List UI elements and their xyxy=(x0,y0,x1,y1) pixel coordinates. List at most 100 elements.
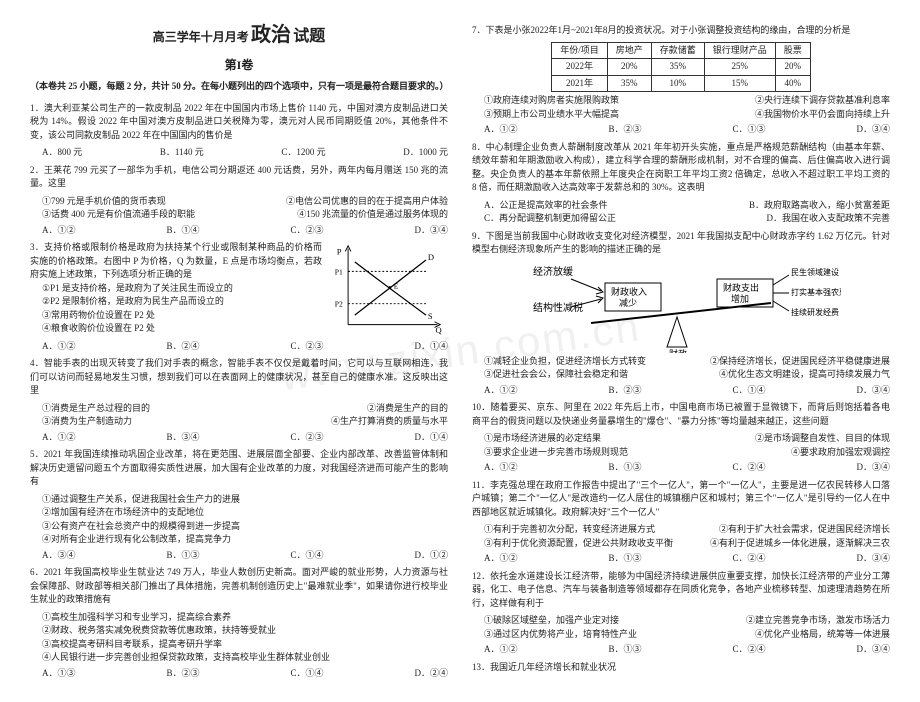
chart-p-label: P xyxy=(337,246,342,256)
q2-options: A．①② B．①④ C．②③ D．③④ xyxy=(42,224,448,238)
q9-stem: 9．下图是当前我国中心财政收支变化对经济模型，2021 年我国拟支配中心财政赤字… xyxy=(472,230,890,257)
q11-options: A．①② B．①③ C．②④ D．③④ xyxy=(484,552,890,566)
q3-opt-d: D．①④ xyxy=(414,340,448,354)
q1-opt-b: B．1140 元 xyxy=(160,146,204,160)
q10-options: A．①② B．①③ C．②④ D．③④ xyxy=(484,461,890,475)
diag-lt: 经济放缓 xyxy=(533,265,573,278)
q2-s1: ①799 元是手机价值的货币表现 xyxy=(42,195,166,209)
q12-options: A．①② B．①③ C．②④ D．③④ xyxy=(484,643,890,657)
q11-opt-c: C．②④ xyxy=(732,552,765,566)
diag-left-box1: 财政收入 xyxy=(611,286,647,297)
q2-s2: ②电信公司优惠的目的在于提高用户体验 xyxy=(286,195,448,209)
q2-s3: ③话费 400 元是有价值流通手段的职能 xyxy=(42,208,195,222)
q1-opt-c: C．1200 元 xyxy=(281,146,325,160)
q9-opt-d: D．③④ xyxy=(856,384,890,398)
q2-opt-c: C．②③ xyxy=(290,224,323,238)
q7-stem: 7．下表是小张2022年1月~2021年8月的投资状况。对于小张调整投资结构的缘… xyxy=(472,24,890,38)
title-main: 政治 xyxy=(251,24,291,46)
q12-s4: ④优化产业格局，统筹等一体进展 xyxy=(755,628,890,642)
q12-opt-c: C．②④ xyxy=(732,643,765,657)
q10-s4: ④要求政府加强宏观调控 xyxy=(791,446,890,460)
q5-s1: ①通过调整生产关系，促进我国社会生产力的进展 xyxy=(42,493,448,507)
q10-opt-b: B．①③ xyxy=(608,461,641,475)
q7-s1: ①政府连续对购房者实施限购政策 xyxy=(484,94,619,108)
q11-opt-b: B．①③ xyxy=(608,552,641,566)
right-column: 7．下表是小张2022年1月~2021年8月的投资状况。对于小张调整投资结构的缘… xyxy=(472,20,890,682)
q8-opt-b: B．政府取路高收入，缩小贫富差距 xyxy=(749,199,890,213)
q6-options: A．①③ B．②③ C．①④ D．②④ xyxy=(42,667,448,681)
q5-opt-d: D．①② xyxy=(414,549,448,563)
q4-s3: ③消费为生产制造动力 xyxy=(42,415,132,429)
q6-opt-c: C．①④ xyxy=(290,667,323,681)
q8-options: A．公正是提高效率的社会条件 B．政府取路高收入，缩小贫富差距 C．再分配调整机… xyxy=(472,199,890,226)
q10-opt-c: C．②④ xyxy=(732,461,765,475)
q6-s1: ①高校生加强科学习和专业学习，提高综合素养 xyxy=(42,611,448,625)
q9-opt-b: B．②③ xyxy=(608,384,641,398)
q6-stem: 6．2021 年我国高校毕业生就业达 749 万人，毕业人数创历史新高。面对严峻… xyxy=(30,566,448,607)
chart-q-label: Q xyxy=(436,325,443,335)
q11-opt-d: D．③④ xyxy=(856,552,890,566)
q11-s2: ②有利于扩大社会需求，促进国民经济增长 xyxy=(719,523,890,537)
q5-s3: ③公有资产在社会总资产中的规模得到进一步提高 xyxy=(42,520,448,534)
title-suffix: 试题 xyxy=(293,28,325,45)
q11-stem: 11．李克强总理在政府工作报告中提出了"三个一亿人"，第一个"一亿人"，主要是进… xyxy=(472,479,890,520)
table-row: 2021年 35% 10% 15% 40% xyxy=(552,75,811,92)
q6-opt-d: D．②④ xyxy=(414,667,448,681)
diag-lb: 结构性减税 xyxy=(533,301,583,314)
q10-s3: ③要求企业进一步完善市场规则现范 xyxy=(484,446,628,460)
q7-opt-d: D．③④ xyxy=(856,123,890,137)
left-column: 高三学年十月月考 政治 试题 第I卷 （本卷共 25 小题，每题 2 分，共计 … xyxy=(30,20,448,682)
q4-opt-a: A．①② xyxy=(42,431,76,445)
q1-stem: 1．澳大利亚某公司生产的一款皮制品 2022 年在中国国内市场上售价 1140 … xyxy=(30,102,448,143)
q4-stem: 4．智能手表的出现灭转变了我们对手表的概念，智能手表不仅仅是戴着时间，它可以与互… xyxy=(30,357,448,398)
q9-s1: ①减轻企业负担，促进经济增长方式转变 xyxy=(484,355,646,369)
q10-opt-a: A．①② xyxy=(484,461,518,475)
q9-options: A．①② B．②③ C．①④ D．③④ xyxy=(484,384,890,398)
q7-s3: ③预期上市公司业绩水平大幅提高 xyxy=(484,108,619,122)
q8-opt-d: D．我国在收入支配政策不完善 xyxy=(766,212,890,226)
q4-s2: ②消费是生产的目的 xyxy=(367,402,448,416)
q3-stem: 3．支持价格或限制价格是政府为扶持某个行业或限制某种商品的价格而实施的价格政策。… xyxy=(30,242,322,279)
q10-sublist: ①是市场经济进展的必定结果 ②是市场调整自发性、目目的体现 ③要求企业进一步完善… xyxy=(472,432,890,459)
q8-stem: 8．中心制理企业负责人薪酬制度改革从 2021 年年初开头实施，重点是严格规范薪… xyxy=(472,141,890,195)
chart-s-label: S xyxy=(428,311,433,321)
q9-sublist: ①减轻企业负担，促进经济增长方式转变 ②保持经济增长，促进国民经济平稳健康进展 … xyxy=(472,355,890,382)
q10-stem: 10．随着要买、京东、阿里在 2022 年先后上市，中国电商市场已被置于显微镜下… xyxy=(472,401,890,428)
q7-opt-b: B．②③ xyxy=(608,123,641,137)
q4-options: A．①② B．③④ C．②③ D．①④ xyxy=(42,431,448,445)
q7-s2: ②央行连续下调存贷款基准利息率 xyxy=(755,94,890,108)
diag-r3: 挂续研发经费 xyxy=(791,307,839,317)
q2-sublist: ①799 元是手机价值的货币表现 ②电信公司优惠的目的在于提高用户体验 ③话费 … xyxy=(30,195,448,222)
q1-options: A．800 元 B．1140 元 C．1200 元 D．1000 元 xyxy=(42,146,448,160)
q7-opt-a: A．①② xyxy=(484,123,518,137)
chart-p1: P1 xyxy=(335,267,343,276)
supply-demand-chart: P Q D S P1 P2 E xyxy=(328,241,448,336)
q3-options: A．①② B．②④ C．②③ D．①④ xyxy=(42,340,448,354)
q5-opt-a: A．③④ xyxy=(42,549,76,563)
q9-opt-a: A．①② xyxy=(484,384,518,398)
q7-opt-c: C．①③ xyxy=(732,123,765,137)
th0: 年份/项目 xyxy=(552,42,608,59)
q4-opt-b: B．③④ xyxy=(166,431,199,445)
q5-s4: ④对所有企业进行现有化公制改革，提高竞争力 xyxy=(42,533,448,547)
q12-s3: ③通过区内优势将产业，培育特性产业 xyxy=(484,628,637,642)
q11-opt-a: A．①② xyxy=(484,552,518,566)
q3-opt-c: C．②③ xyxy=(290,340,323,354)
q4-s4: ④生产打算消费的质量与水平 xyxy=(331,415,448,429)
q1-opt-a: A．800 元 xyxy=(42,146,82,160)
q3-opt-b: B．②④ xyxy=(166,340,199,354)
diag-right-box1: 财政支出 xyxy=(723,282,759,293)
q9-s4: ④优化生态文明建设，提高可持续发展力气 xyxy=(719,368,890,382)
q5-sublist: ①通过调整生产关系，促进我国社会生产力的进展 ②增加国有经济在市场经济中的支配地… xyxy=(30,493,448,547)
chart-d-label: D xyxy=(428,252,434,262)
q9-s3: ③促进社会会公，保障社会稳定和谐 xyxy=(484,368,628,382)
section-label: 第I卷 xyxy=(30,56,448,74)
q8-opt-c: C．再分配调整机制更加得留公正 xyxy=(484,212,616,226)
q5-options: A．③④ B．①③ C．①④ D．①② xyxy=(42,549,448,563)
th2: 存款储蓄 xyxy=(651,42,704,59)
balance-diagram: 经济放缓 结构性减税 财政收入 减少 财政 财政支出 增加 民生领域建设 打实基… xyxy=(521,261,841,353)
th4: 股票 xyxy=(775,42,810,59)
th1: 房地产 xyxy=(607,42,651,59)
q4-opt-d: D．①④ xyxy=(414,431,448,445)
q2-s4: ④150 兆流量的价值是通过服务体现的 xyxy=(297,208,448,222)
